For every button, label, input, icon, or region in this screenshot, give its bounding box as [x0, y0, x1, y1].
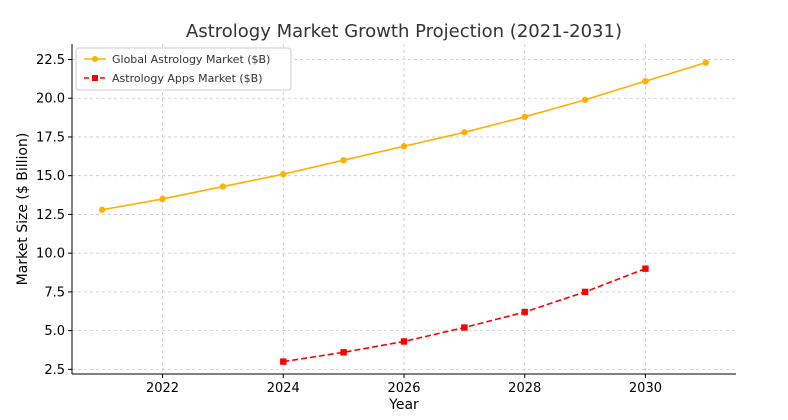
y-axis-title: Market Size ($ Billion): [15, 133, 31, 286]
data-point-global: [581, 96, 589, 103]
y-tick-label: 22.5: [36, 53, 65, 68]
data-point-global: [340, 156, 347, 164]
grid: [72, 44, 736, 374]
data-point-apps: [340, 349, 347, 356]
y-tick-label: 10.0: [36, 247, 65, 262]
data-point-global: [642, 77, 649, 85]
data-point-global: [461, 129, 468, 136]
y-tick-label: 20.0: [36, 92, 65, 107]
legend-marker-global: [92, 56, 98, 62]
ticks: 2022 2024 2026 2028 2030 2.5 5.0 7.5 10.0 12.5 15.…: [36, 53, 662, 396]
data-point-apps: [521, 308, 528, 316]
legend-label-global: Global Astrology Market ($B): [112, 53, 270, 66]
series: [98, 59, 710, 365]
y-tick-label: 12.5: [36, 208, 65, 223]
chart-title: Astrology Market Growth Projection (2021…: [186, 21, 622, 42]
legend-box: [75, 47, 292, 91]
legend-label-apps: Astrology Apps Market ($B): [112, 72, 263, 85]
data-point-global: [98, 206, 106, 213]
data-point-apps: [400, 338, 408, 345]
data-point-global: [521, 113, 528, 121]
y-tick-label: 17.5: [36, 130, 65, 145]
series-line-apps: [283, 267, 646, 363]
legend: Global Astrology Market ($B) Astrology A…: [75, 47, 292, 91]
data-point-apps: [581, 288, 589, 296]
y-tick-label: 5.0: [44, 324, 65, 339]
data-point-global: [219, 183, 227, 190]
data-point-global: [400, 143, 408, 150]
x-tick-label: 2022: [146, 381, 179, 396]
y-tick-label: 7.5: [44, 285, 65, 300]
y-tick-label: 2.5: [44, 363, 65, 378]
data-point-global: [702, 59, 710, 66]
legend-marker-apps: [92, 75, 98, 81]
data-point-global: [280, 170, 287, 178]
data-point-apps: [642, 265, 649, 272]
y-tick-label: 15.0: [36, 169, 65, 184]
x-tick-label: 2024: [267, 381, 300, 396]
x-axis-title: Year: [388, 397, 419, 413]
data-point-apps: [461, 324, 468, 331]
data-point-apps: [280, 358, 287, 365]
x-tick-label: 2028: [508, 381, 541, 396]
x-tick-label: 2030: [629, 381, 662, 396]
x-tick-label: 2026: [387, 381, 420, 396]
data-point-global: [159, 195, 166, 203]
